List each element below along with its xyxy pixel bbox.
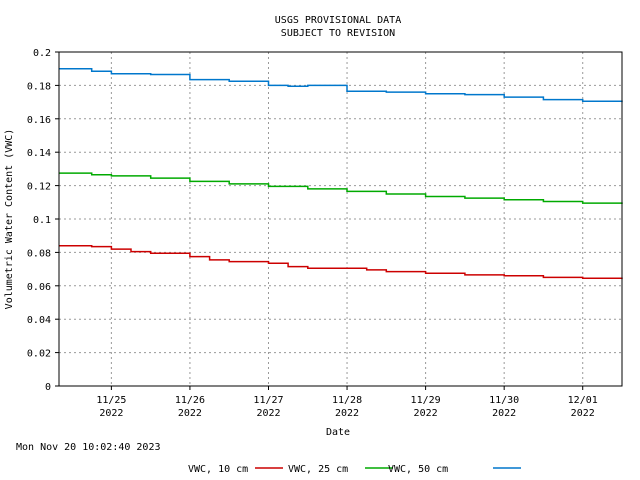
series-line-2	[59, 67, 623, 103]
legend: VWC, 10 cm VWC, 25 cm VWC, 50 cm	[188, 464, 521, 475]
y-tick-label: 0.18	[27, 81, 51, 92]
legend-label: VWC, 10 cm	[188, 464, 248, 475]
series-lines	[59, 67, 623, 280]
x-tick-label: 11/27	[253, 395, 283, 406]
x-tick-year: 2022	[99, 408, 123, 419]
legend-label: VWC, 50 cm	[388, 464, 448, 475]
x-tick-label: 11/25	[96, 395, 126, 406]
x-axis-ticks: 11/25 2022 11/26 2022 11/27 2022 11/28 2022 11/2…	[96, 386, 598, 419]
series-line-1	[59, 172, 623, 204]
chart-subtitle: SUBJECT TO REVISION	[281, 28, 395, 39]
x-tick-label: 11/30	[489, 395, 519, 406]
grid	[59, 51, 622, 387]
x-tick-label: 11/29	[411, 395, 441, 406]
legend-label: VWC, 25 cm	[288, 464, 348, 475]
x-axis-label: Date	[326, 427, 350, 438]
y-tick-label: 0.06	[27, 282, 51, 293]
y-tick-label: 0.16	[27, 115, 51, 126]
y-tick-label: 0.2	[33, 48, 51, 59]
chart-title: USGS PROVISIONAL DATA	[275, 15, 401, 26]
y-tick-label: 0.02	[27, 349, 51, 360]
y-axis-label: Volumetric Water Content (VWC)	[4, 129, 15, 310]
y-tick-label: 0.14	[27, 148, 51, 159]
y-tick-label: 0.08	[27, 248, 51, 259]
generated-timestamp: Mon Nov 20 10:02:40 2023	[16, 442, 161, 453]
series-line-0	[59, 244, 623, 280]
x-tick-label: 11/26	[175, 395, 205, 406]
x-tick-label: 11/28	[332, 395, 362, 406]
y-axis-ticks: 0 0.02 0.04 0.06 0.08 0.1 0.12 0.14 0.16 0.18 0.2	[27, 48, 59, 393]
x-tick-year: 2022	[178, 408, 202, 419]
x-tick-year: 2022	[414, 408, 438, 419]
y-tick-label: 0.12	[27, 182, 51, 193]
x-tick-year: 2022	[571, 408, 595, 419]
x-tick-year: 2022	[256, 408, 280, 419]
y-tick-label: 0.04	[27, 315, 51, 326]
x-tick-year: 2022	[492, 408, 516, 419]
y-tick-label: 0	[45, 382, 51, 393]
x-tick-year: 2022	[335, 408, 359, 419]
x-tick-label: 12/01	[568, 395, 598, 406]
y-tick-label: 0.1	[33, 215, 51, 226]
